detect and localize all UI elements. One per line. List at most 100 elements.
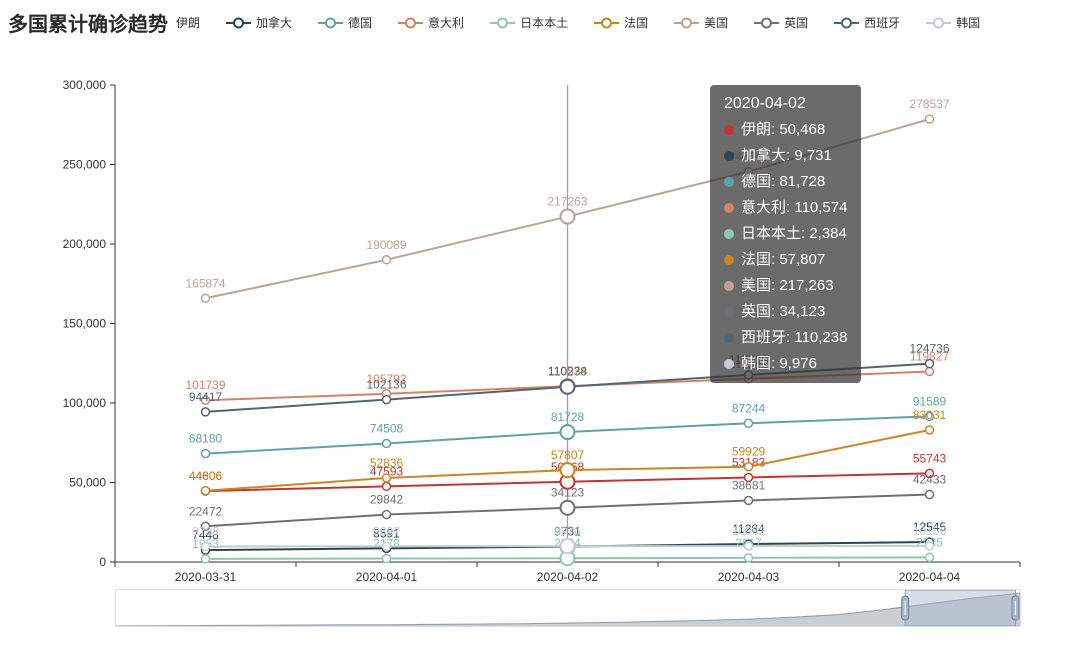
legend-line-icon <box>674 16 699 30</box>
legend-item-south-korea[interactable]: 韩国 <box>926 14 980 31</box>
legend-label: 美国 <box>704 14 728 31</box>
data-point[interactable] <box>383 482 391 490</box>
data-point[interactable] <box>926 115 934 123</box>
data-point[interactable] <box>745 554 753 562</box>
chart-title: 多国累计确诊趋势 <box>8 8 174 37</box>
x-axis-label: 2020-04-02 <box>537 570 599 584</box>
data-point[interactable] <box>202 487 210 495</box>
data-point[interactable] <box>561 539 575 553</box>
legend-line-icon <box>318 16 343 30</box>
data-point[interactable] <box>383 555 391 563</box>
data-point-label: 81728 <box>551 410 585 424</box>
data-point-label: 55743 <box>913 451 947 465</box>
legend-line-icon <box>490 16 515 30</box>
data-point-label: 217263 <box>547 195 587 209</box>
datazoom-slider[interactable] <box>115 589 1021 627</box>
datazoom-handle-left[interactable] <box>902 596 909 620</box>
datazoom-handle-right[interactable] <box>1012 596 1019 620</box>
x-axis-label: 2020-03-31 <box>175 570 237 584</box>
data-point[interactable] <box>561 425 575 439</box>
data-point-label: 245540 <box>728 150 768 164</box>
covid-cumulative-trend-chart: 多国累计确诊趋势 伊朗加拿大德国意大利日本本土法国美国英国西班牙韩国 050,0… <box>0 0 1088 652</box>
data-point-label: 117710 <box>729 353 768 367</box>
data-point[interactable] <box>745 463 753 471</box>
data-point-label: 110238 <box>548 365 587 379</box>
data-point-label: 165874 <box>185 276 225 290</box>
data-point-label: 29842 <box>370 493 404 507</box>
legend-item-usa[interactable]: 美国 <box>674 14 728 31</box>
data-point-label: 87244 <box>732 401 766 415</box>
data-point-label: 74508 <box>370 422 404 436</box>
x-axis-label: 2020-04-01 <box>356 570 418 584</box>
data-point-label: 94417 <box>189 390 223 404</box>
data-point[interactable] <box>202 542 210 550</box>
data-point-label: 34123 <box>551 486 585 500</box>
legend-item-germany[interactable]: 德国 <box>318 14 372 31</box>
legend-label: 韩国 <box>956 14 980 31</box>
data-point[interactable] <box>383 542 391 550</box>
y-axis-label: 250,000 <box>63 158 107 172</box>
data-point[interactable] <box>745 419 753 427</box>
data-point[interactable] <box>745 168 753 176</box>
data-point-label: 38681 <box>732 478 766 492</box>
data-point-label: 10156 <box>913 524 947 538</box>
data-point[interactable] <box>926 367 934 375</box>
data-point[interactable] <box>926 542 934 550</box>
data-point[interactable] <box>202 294 210 302</box>
legend-item-japan-mainland[interactable]: 日本本土 <box>490 14 568 31</box>
legend-item-uk[interactable]: 英国 <box>754 14 808 31</box>
y-axis-label: 50,000 <box>69 476 106 490</box>
data-point[interactable] <box>561 210 575 224</box>
data-point-label: 190089 <box>366 238 406 252</box>
data-point[interactable] <box>926 360 934 368</box>
legend-line-icon <box>226 16 251 30</box>
datazoom-window[interactable] <box>905 590 1015 626</box>
legend-item-france[interactable]: 法国 <box>594 14 648 31</box>
legend-label: 德国 <box>348 14 372 31</box>
data-point[interactable] <box>745 542 753 550</box>
data-point-label: 102136 <box>366 378 406 392</box>
legend-item-spain[interactable]: 西班牙 <box>834 14 900 31</box>
data-point[interactable] <box>745 496 753 504</box>
data-point[interactable] <box>383 474 391 482</box>
data-point[interactable] <box>926 491 934 499</box>
data-point[interactable] <box>561 380 575 394</box>
data-point[interactable] <box>561 463 575 477</box>
data-point[interactable] <box>383 256 391 264</box>
data-point[interactable] <box>202 555 210 563</box>
data-point[interactable] <box>383 511 391 519</box>
y-axis-label: 300,000 <box>63 78 107 92</box>
legend-line-icon <box>594 16 619 30</box>
data-point-label: 22472 <box>189 504 223 518</box>
y-axis-label: 100,000 <box>63 396 107 410</box>
data-point-label: 59929 <box>732 445 766 459</box>
data-point-label: 9786 <box>192 524 219 538</box>
data-point[interactable] <box>561 501 575 515</box>
legend-item-canada[interactable]: 加拿大 <box>226 14 292 31</box>
data-point[interactable] <box>383 396 391 404</box>
datazoom-preview[interactable] <box>116 590 1020 626</box>
data-point[interactable] <box>926 553 934 561</box>
data-point-label: 9976 <box>554 524 581 538</box>
y-axis-label: 200,000 <box>63 237 107 251</box>
legend-label: 日本本土 <box>520 14 568 31</box>
x-axis-label: 2020-04-03 <box>718 570 780 584</box>
data-point-label: 44806 <box>189 469 223 483</box>
data-point-label: 91589 <box>913 394 947 408</box>
data-point-label: 10062 <box>732 524 766 538</box>
data-point[interactable] <box>745 371 753 379</box>
legend-label: 加拿大 <box>256 14 292 31</box>
legend-line-icon <box>754 16 779 30</box>
data-point[interactable] <box>202 450 210 458</box>
data-point-label: 278537 <box>909 97 949 111</box>
data-point-label: 83031 <box>913 408 947 422</box>
data-point-label: 124736 <box>909 342 949 356</box>
data-point[interactable] <box>202 408 210 416</box>
plot-area[interactable]: 050,000100,000150,000200,000250,000300,0… <box>0 0 1088 652</box>
legend-label: 意大利 <box>428 14 464 31</box>
legend-label: 法国 <box>624 14 648 31</box>
data-point[interactable] <box>926 426 934 434</box>
legend-item-italy[interactable]: 意大利 <box>398 14 464 31</box>
data-point-label: 9887 <box>373 524 400 538</box>
data-point[interactable] <box>383 440 391 448</box>
